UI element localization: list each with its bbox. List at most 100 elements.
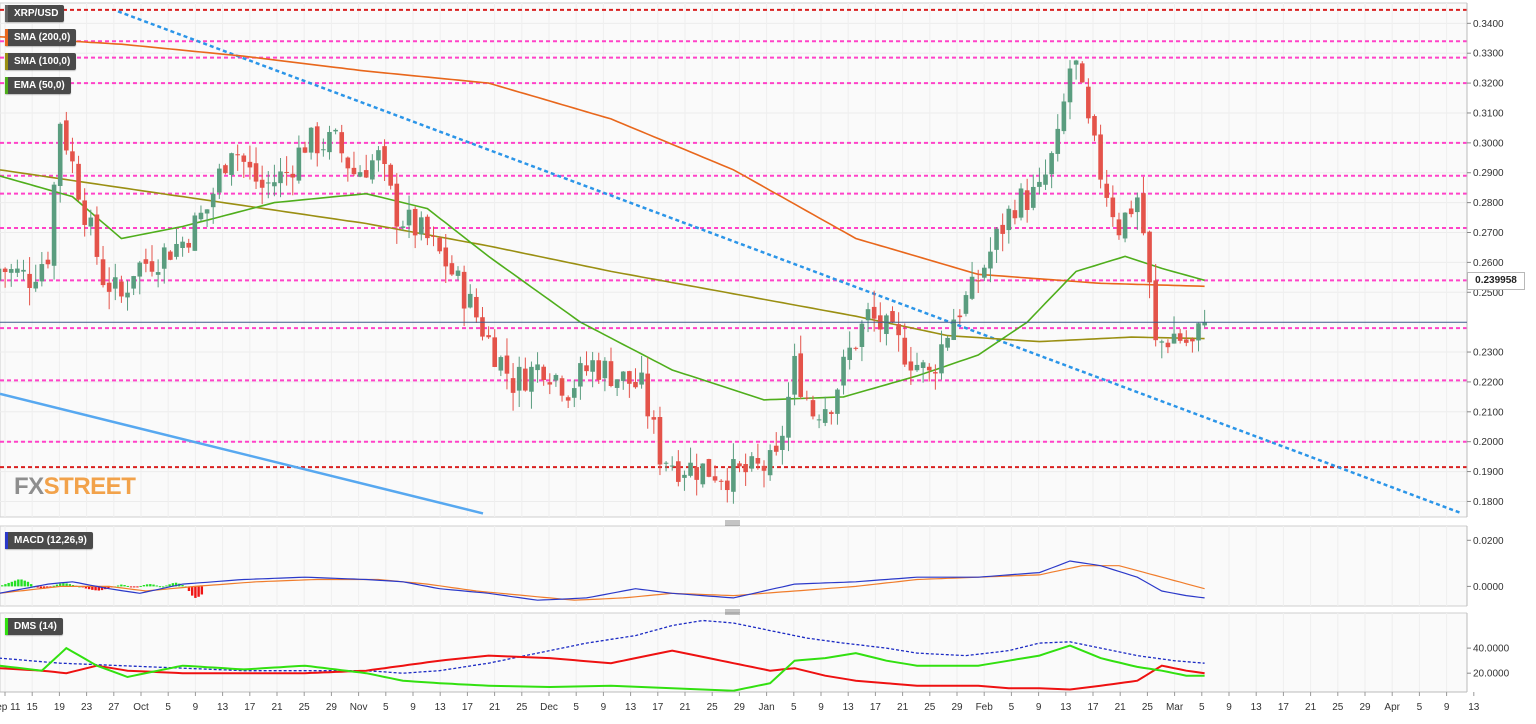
candle-body-44 xyxy=(265,182,271,184)
macd-hist-bar-41 xyxy=(133,586,136,588)
candle-body-62 xyxy=(376,150,381,161)
candle-body-6 xyxy=(33,281,39,289)
candle-body-145 xyxy=(884,315,889,334)
date-tick-label-27: 29 xyxy=(734,702,746,713)
candle-body-38 xyxy=(229,153,234,175)
macd-badge[interactable]: MACD (12,26,9) xyxy=(5,532,93,549)
moving-averages xyxy=(0,36,1205,401)
macd-hist-bar-3 xyxy=(10,581,14,587)
macd-hist-bar-6 xyxy=(20,579,23,587)
sma200-line xyxy=(0,36,1205,288)
date-tick-label-40: 17 xyxy=(1087,702,1099,713)
macd-hist-bar-48 xyxy=(155,585,158,587)
candle-body-60 xyxy=(363,170,369,178)
candle-body-81 xyxy=(492,337,498,367)
candle-body-153 xyxy=(933,372,938,374)
candle-body-112 xyxy=(682,474,687,478)
candle-body-129 xyxy=(786,396,791,438)
candle-body-48 xyxy=(290,173,296,178)
candle-body-85 xyxy=(516,366,522,391)
candle-body-135 xyxy=(822,409,828,423)
ema50-label: EMA (50,0) xyxy=(14,80,65,91)
candle-body-184 xyxy=(1122,212,1128,239)
candle-body-61 xyxy=(370,160,375,180)
macd-hist-bar-28 xyxy=(91,586,94,590)
candle-body-30 xyxy=(180,241,185,249)
dms-adx-line xyxy=(0,619,1205,674)
candle-body-118 xyxy=(718,480,724,482)
macd-hist-bar-56 xyxy=(181,585,184,587)
candle-body-176 xyxy=(1073,60,1079,65)
candle-body-182 xyxy=(1110,197,1116,218)
candle-body-56 xyxy=(339,132,345,154)
date-tick-label-33: 21 xyxy=(897,702,909,713)
macd-hist-bar-21 xyxy=(68,584,72,587)
candle-body-113 xyxy=(688,462,693,476)
candle-body-180 xyxy=(1098,134,1103,180)
candle-body-131 xyxy=(798,353,804,397)
sma100-badge[interactable]: SMA (100,0) xyxy=(5,53,77,70)
date-tick-label-18: 21 xyxy=(489,702,501,713)
candle-body-2 xyxy=(8,269,14,273)
candle-body-76 xyxy=(461,271,467,309)
candle-body-22 xyxy=(131,276,136,289)
candle-body-54 xyxy=(327,132,332,153)
candle-body-63 xyxy=(382,146,387,165)
date-tick-label-37: 5 xyxy=(1009,702,1015,713)
last-price-box: 0.239958 xyxy=(1467,272,1525,290)
candle-body-156 xyxy=(951,319,957,340)
candle-body-15 xyxy=(88,217,94,227)
candle-body-110 xyxy=(669,465,675,467)
macd-hist-bar-38 xyxy=(123,585,126,587)
date-tick-label-8: 13 xyxy=(217,702,229,713)
candle-body-134 xyxy=(816,419,822,421)
candle-body-126 xyxy=(767,450,773,476)
date-tick-label-35: 29 xyxy=(951,702,963,713)
candle-body-132 xyxy=(804,397,810,399)
candle-body-95 xyxy=(578,363,583,387)
candle-body-122 xyxy=(743,464,748,473)
candle-body-49 xyxy=(296,147,302,181)
date-tick-label-42: 25 xyxy=(1142,702,1154,713)
macd-hist-bar-7 xyxy=(23,580,26,587)
price-tick-label-9: 0.2500 xyxy=(1473,288,1504,299)
ema50-badge[interactable]: EMA (50,0) xyxy=(5,77,71,94)
price-tick-label-1: 0.3300 xyxy=(1473,49,1504,60)
symbol-badge[interactable]: XRP/USD xyxy=(5,5,65,22)
date-tick-label-25: 21 xyxy=(679,702,691,713)
macd-label: MACD (12,26,9) xyxy=(14,535,87,546)
dms-badge[interactable]: DMS (14) xyxy=(5,618,63,635)
candle-body-98 xyxy=(596,360,602,380)
candlestick-series xyxy=(0,59,1207,504)
date-tick-label-13: Nov xyxy=(350,702,368,713)
date-tick-label-45: 9 xyxy=(1226,702,1232,713)
candle-body-77 xyxy=(467,293,473,308)
candle-body-195 xyxy=(1190,338,1195,342)
candle-body-99 xyxy=(602,360,608,379)
date-tick-label-51: Apr xyxy=(1384,702,1400,713)
date-tick-label-22: 9 xyxy=(601,702,607,713)
right-axis-bg xyxy=(1467,0,1536,719)
dms-minus-line xyxy=(0,649,1205,691)
candle-body-23 xyxy=(137,262,143,277)
macd-hist-bar-8 xyxy=(26,581,30,587)
candle-body-109 xyxy=(663,462,669,464)
candle-body-107 xyxy=(651,417,657,420)
candle-body-106 xyxy=(645,373,651,417)
candle-body-50 xyxy=(302,147,308,153)
macd-hist-bar-22 xyxy=(71,585,75,587)
macd-hist-bar-45 xyxy=(145,584,149,587)
candle-body-0 xyxy=(0,268,2,281)
candle-body-73 xyxy=(443,247,449,267)
date-tick-label-23: 13 xyxy=(625,702,637,713)
sma200-badge[interactable]: SMA (200,0) xyxy=(5,29,77,46)
candle-body-187 xyxy=(1141,193,1146,234)
macd-hist-bar-53 xyxy=(171,583,175,587)
date-tick-label-38: 9 xyxy=(1036,702,1042,713)
candle-body-142 xyxy=(865,309,871,321)
date-tick-label-2: 19 xyxy=(54,702,66,713)
candle-body-192 xyxy=(1171,333,1177,344)
candle-body-71 xyxy=(431,235,436,237)
candle-body-115 xyxy=(700,463,706,485)
